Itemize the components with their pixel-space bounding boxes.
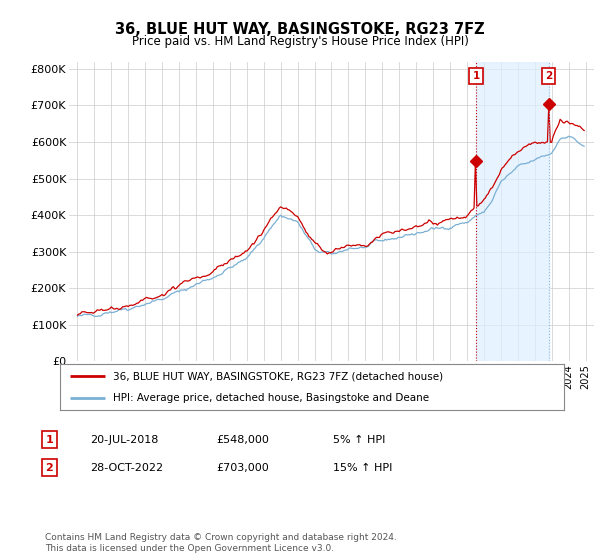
Text: Contains HM Land Registry data © Crown copyright and database right 2024.
This d: Contains HM Land Registry data © Crown c… <box>45 533 397 553</box>
Text: 2: 2 <box>545 71 552 81</box>
Text: 20-JUL-2018: 20-JUL-2018 <box>90 435 158 445</box>
Text: 36, BLUE HUT WAY, BASINGSTOKE, RG23 7FZ (detached house): 36, BLUE HUT WAY, BASINGSTOKE, RG23 7FZ … <box>113 371 443 381</box>
Text: HPI: Average price, detached house, Basingstoke and Deane: HPI: Average price, detached house, Basi… <box>113 393 429 403</box>
Text: 15% ↑ HPI: 15% ↑ HPI <box>333 463 392 473</box>
Text: 2: 2 <box>46 463 53 473</box>
Text: Price paid vs. HM Land Registry's House Price Index (HPI): Price paid vs. HM Land Registry's House … <box>131 35 469 48</box>
Text: 1: 1 <box>46 435 53 445</box>
Text: £548,000: £548,000 <box>216 435 269 445</box>
Bar <box>476 62 548 361</box>
Text: 28-OCT-2022: 28-OCT-2022 <box>90 463 163 473</box>
Text: 1: 1 <box>473 71 480 81</box>
Text: £703,000: £703,000 <box>216 463 269 473</box>
Text: 36, BLUE HUT WAY, BASINGSTOKE, RG23 7FZ: 36, BLUE HUT WAY, BASINGSTOKE, RG23 7FZ <box>115 22 485 38</box>
Text: 5% ↑ HPI: 5% ↑ HPI <box>333 435 385 445</box>
